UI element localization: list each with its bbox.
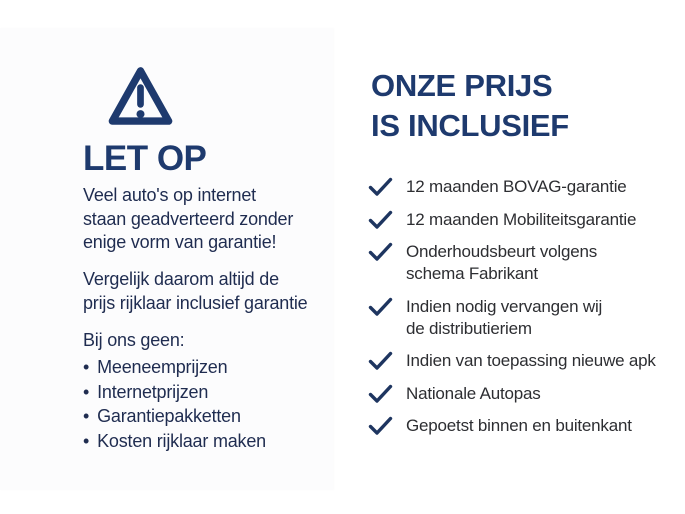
checklist-item-text: Onderhoudsbeurt volgens schema Fabrikant <box>406 242 598 283</box>
bullet-item: • Internetprijzen <box>83 380 266 405</box>
paragraph-line: Veel auto's op internet <box>83 185 256 205</box>
checklist-item-text: 12 maanden Mobiliteitsgarantie <box>406 209 637 229</box>
checklist-item-text: 12 maanden BOVAG-garantie <box>406 177 627 196</box>
checklist-item: 12 maanden BOVAG-garantie <box>368 176 656 198</box>
bullet-dot: • <box>83 357 90 377</box>
checkmark-icon <box>368 210 393 229</box>
let-op-title: LET OP <box>83 139 207 178</box>
title-line: ONZE PRIJS <box>371 68 553 103</box>
checkmark-icon <box>368 297 393 316</box>
checklist-item: Nationale Autopas <box>368 383 656 405</box>
bullet-item: • Meeneemprijzen <box>83 355 266 380</box>
checklist-item: Onderhoudsbeurt volgens schema Fabrikant <box>368 241 656 285</box>
title-line: IS INCLUSIEF <box>371 108 569 143</box>
let-op-panel <box>0 28 333 490</box>
checklist-item-text: Gepoetst binnen en buitenkant <box>406 416 632 435</box>
checklist-item: 12 maanden Mobiliteitsgarantie <box>368 209 656 231</box>
checkmark-icon <box>368 242 393 261</box>
bullet-dot: • <box>83 430 90 451</box>
bullet-item-text: Internetprijzen <box>97 381 209 402</box>
bullet-item-text: Kosten rijklaar maken <box>97 430 266 451</box>
paragraph-line: staan geadverteerd zonder <box>83 208 294 229</box>
checklist-item: Indien van toepassing nieuwe apk <box>368 350 656 372</box>
bullet-item-text: Meeneemprijzen <box>97 357 228 377</box>
checkmark-icon <box>368 416 393 435</box>
warning-paragraph-1: Veel auto's op internet staan geadvertee… <box>83 184 293 255</box>
paragraph-line: prijs rijklaar inclusief garantie <box>83 292 308 313</box>
checklist-item-text: Indien van toepassing nieuwe apk <box>406 351 656 370</box>
checklist-item-text: Nationale Autopas <box>406 383 541 403</box>
paragraph-line: Vergelijk daarom altijd de <box>83 269 279 289</box>
bullet-list: • Meeneemprijzen • Internetprijzen • Gar… <box>83 355 266 453</box>
checkmark-icon <box>368 177 393 196</box>
checklist-item-text: Indien nodig vervangen wij de distributi… <box>406 296 603 338</box>
onze-prijs-title: ONZE PRIJS IS INCLUSIEF <box>371 66 569 146</box>
bullet-item: • Garantiepakketten <box>83 404 266 429</box>
bullet-item: • Kosten rijklaar maken <box>83 429 266 454</box>
checklist-item: Gepoetst binnen en buitenkant <box>368 415 656 437</box>
warning-triangle-icon <box>108 67 173 125</box>
bullet-dot: • <box>83 406 90 427</box>
checklist-item: Indien nodig vervangen wij de distributi… <box>368 296 656 340</box>
checkmark-icon <box>368 351 393 370</box>
inclusief-checklist: 12 maanden BOVAG-garantie 12 maanden Mob… <box>368 176 656 437</box>
warning-paragraph-2: Vergelijk daarom altijd de prijs rijklaa… <box>83 268 308 315</box>
bullet-item-text: Garantiepakketten <box>97 406 241 427</box>
bullet-dot: • <box>83 381 90 402</box>
bullet-list-heading: Bij ons geen: <box>83 330 185 350</box>
paragraph-line: enige vorm van garantie! <box>83 232 277 252</box>
checkmark-icon <box>368 384 393 403</box>
